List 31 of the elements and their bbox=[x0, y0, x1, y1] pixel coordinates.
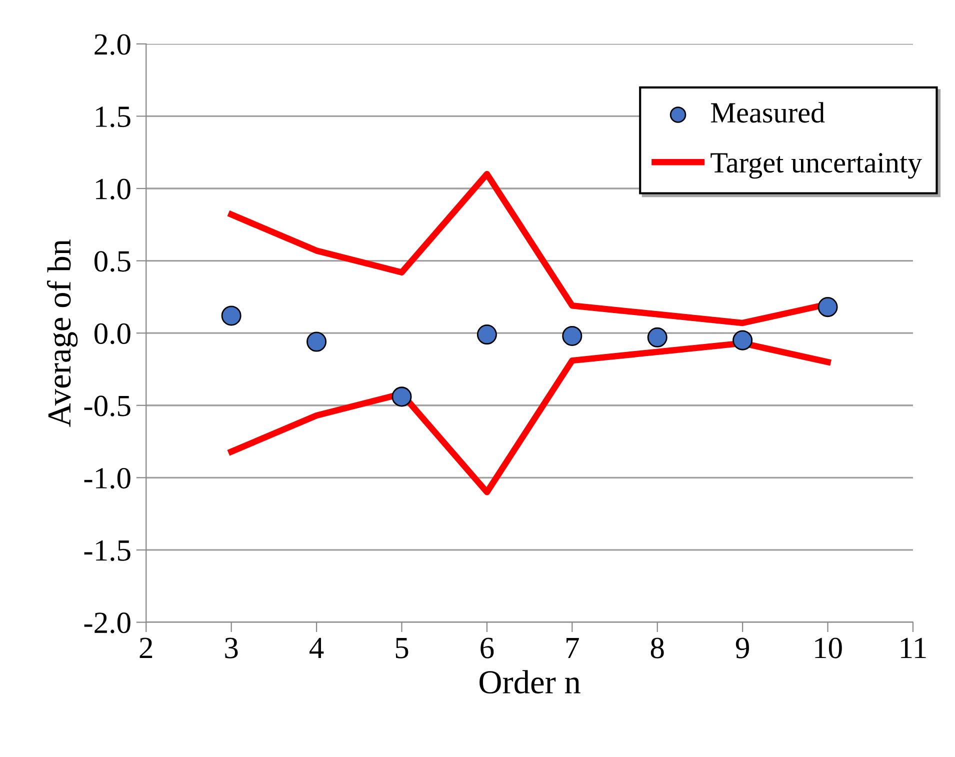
x-tick-label: 4 bbox=[309, 638, 324, 658]
x-tick-label: 2 bbox=[140, 638, 152, 658]
x-tick-label: 8 bbox=[650, 638, 664, 658]
x-tick-label: 9 bbox=[736, 638, 749, 658]
point bbox=[732, 330, 753, 350]
x-tick-label: 5 bbox=[396, 638, 408, 658]
point bbox=[818, 297, 838, 318]
point bbox=[221, 306, 242, 326]
y-axis-title: Average of bn bbox=[46, 239, 78, 427]
point bbox=[647, 327, 668, 348]
point bbox=[392, 386, 412, 407]
x-tick-label: 11 bbox=[900, 638, 926, 658]
y-tick-label: 1.0 bbox=[96, 178, 130, 200]
x-axis-title: Order n bbox=[480, 670, 580, 694]
point bbox=[476, 324, 497, 345]
x-tick-label: 10 bbox=[815, 638, 842, 658]
x-tick-label: 7 bbox=[566, 638, 579, 658]
y-tick-label: 0.0 bbox=[94, 323, 130, 344]
y-tick-label: -0.5 bbox=[84, 396, 130, 416]
x-tick-label: 6 bbox=[480, 638, 494, 658]
y-tick-label: 0.5 bbox=[94, 251, 130, 272]
y-tick-label: -1.5 bbox=[84, 540, 130, 561]
legend-label: Target uncertainty bbox=[710, 153, 922, 179]
y-tick-label: -2.0 bbox=[84, 612, 130, 634]
y-tick-label: 2.0 bbox=[94, 34, 130, 55]
x-tick-label: 3 bbox=[225, 638, 238, 658]
point bbox=[562, 326, 582, 346]
point bbox=[306, 332, 327, 352]
y-tick-label: 1.5 bbox=[96, 106, 130, 128]
legend-label: Measured bbox=[710, 102, 825, 123]
y-tick-label: -1.0 bbox=[84, 468, 130, 489]
